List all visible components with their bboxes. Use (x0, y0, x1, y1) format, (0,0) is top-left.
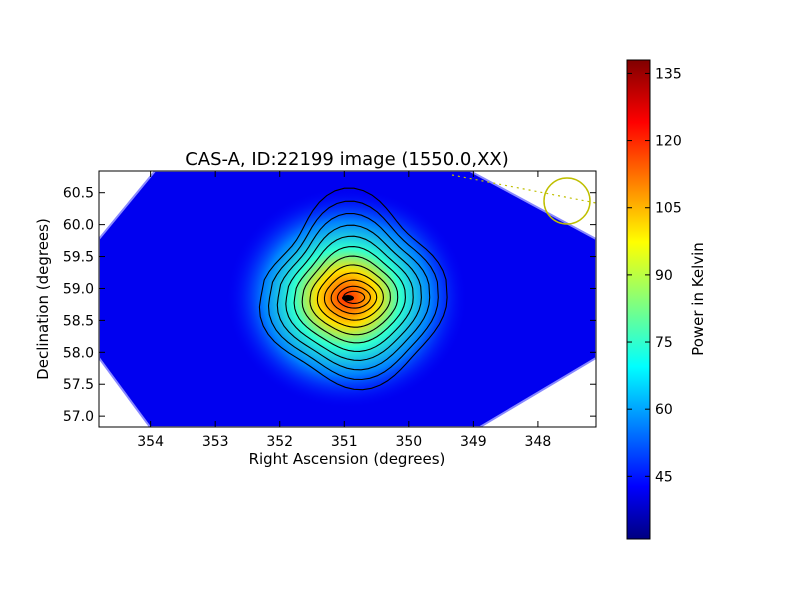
x-tick-label: 350 (395, 434, 422, 450)
colorbar-tick-label: 75 (655, 335, 673, 351)
contour-line (285, 224, 422, 361)
x-tick-label: 349 (460, 434, 487, 450)
peak-marker (342, 295, 354, 301)
contour-line (293, 235, 414, 352)
y-tick-label: 57.0 (63, 409, 94, 425)
contour-line (330, 279, 378, 315)
contour-lines (258, 187, 448, 391)
chart-title: CAS-A, ID:22199 image (1550.0,XX) (185, 149, 509, 170)
beam-guide-line (451, 174, 596, 204)
contour-line (323, 272, 384, 321)
contour-line (316, 264, 391, 328)
contour-line (258, 187, 448, 391)
colorbar-tick-label: 105 (655, 201, 682, 217)
contour-line (276, 213, 431, 371)
contour-line (267, 200, 439, 381)
y-tick-label: 60.0 (63, 218, 94, 234)
colorbar-tick-label: 60 (655, 402, 673, 418)
beam-marker (543, 177, 591, 225)
y-axis-ticks: 57.0 57.5 58.0 58.5 59.0 59.5 60.0 60.5 (63, 186, 596, 425)
y-tick-label: 59.5 (63, 250, 94, 266)
x-axis-label: Right Ascension (degrees) (249, 450, 446, 468)
colorbar-frame (626, 59, 651, 540)
colorbar-tick-label: 135 (655, 66, 682, 82)
colorbar-label: Power in Kelvin (689, 242, 707, 356)
x-tick-label: 348 (525, 434, 552, 450)
colorbar-tick-label: 120 (655, 134, 682, 150)
y-tick-label: 60.5 (63, 186, 94, 202)
y-tick-label: 59.0 (63, 281, 94, 297)
plot-area (99, 171, 596, 427)
colorbar-gradient (627, 60, 650, 539)
colorbar-tick-label: 90 (655, 268, 673, 284)
contour-line (301, 246, 406, 344)
y-tick-label: 57.5 (63, 377, 94, 393)
contour-line (336, 285, 371, 309)
y-tick-label: 58.5 (63, 313, 94, 329)
colorbar-ticks: 45 60 75 90 105 120 135 (627, 66, 682, 485)
colorbar-tick-label: 45 (655, 469, 673, 485)
contour-line (309, 255, 399, 336)
y-axis-label: Declination (degrees) (34, 218, 52, 380)
plot-frame (98, 170, 597, 428)
y-tick-label: 58.0 (63, 345, 94, 361)
colorbar: 45 60 75 90 105 120 135 Power in Kelvin (626, 59, 707, 540)
x-axis-ticks: 354 353 352 351 350 349 348 (137, 171, 551, 450)
x-tick-label: 354 (137, 434, 164, 450)
x-tick-label: 353 (202, 434, 229, 450)
x-tick-label: 352 (266, 434, 293, 450)
x-tick-label: 351 (331, 434, 358, 450)
